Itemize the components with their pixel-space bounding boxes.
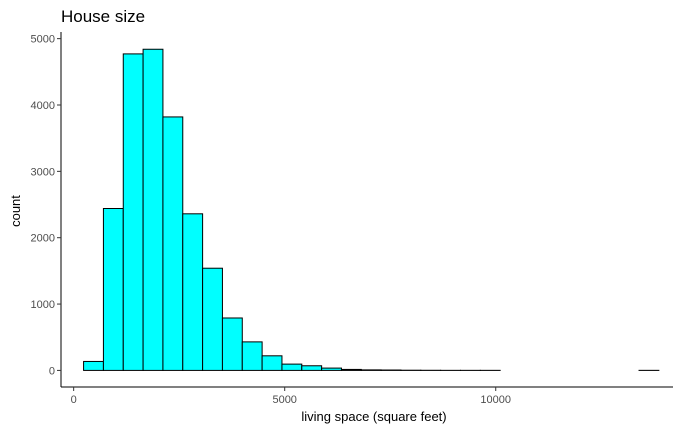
histogram-bar-9 xyxy=(261,355,283,371)
histogram-bar-14 xyxy=(360,369,382,371)
x-tick-label: 5000 xyxy=(272,394,296,406)
y-tick-label: 2000 xyxy=(31,233,55,245)
y-tick-label: 4000 xyxy=(31,100,55,112)
y-tick-label: 1000 xyxy=(31,299,55,311)
histogram-bar-12 xyxy=(321,367,342,371)
histogram-bar-10 xyxy=(281,363,303,371)
y-axis-label: count xyxy=(8,195,23,227)
histogram-bar-1 xyxy=(102,208,124,371)
y-tick-label: 3000 xyxy=(31,166,55,178)
histogram-bar-11 xyxy=(301,365,323,371)
histogram-bar-8 xyxy=(241,341,263,371)
histogram-bar-0 xyxy=(83,360,104,371)
histogram-bar-3 xyxy=(142,48,164,371)
axes-layer xyxy=(60,32,673,388)
bars-layer xyxy=(83,48,660,371)
histogram-bar-2 xyxy=(122,53,144,371)
x-ticks-layer: 0 5000 10000 xyxy=(71,387,511,406)
histogram-bar-5 xyxy=(182,213,204,371)
histogram-bar-6 xyxy=(202,267,223,371)
x-axis-label: living space (square feet) xyxy=(301,409,446,424)
y-ticks-layer: 0 1000 2000 3000 4000 5000 xyxy=(31,34,61,377)
y-tick-label: 5000 xyxy=(31,34,55,46)
y-tick-label: 0 xyxy=(49,365,55,377)
histogram-bar-13 xyxy=(340,368,362,371)
x-tick-label: 10000 xyxy=(480,394,511,406)
histogram-bar-7 xyxy=(221,317,243,371)
histogram-bar-4 xyxy=(162,116,184,371)
x-tick-label: 0 xyxy=(71,394,77,406)
chart-title: House size xyxy=(61,7,145,26)
